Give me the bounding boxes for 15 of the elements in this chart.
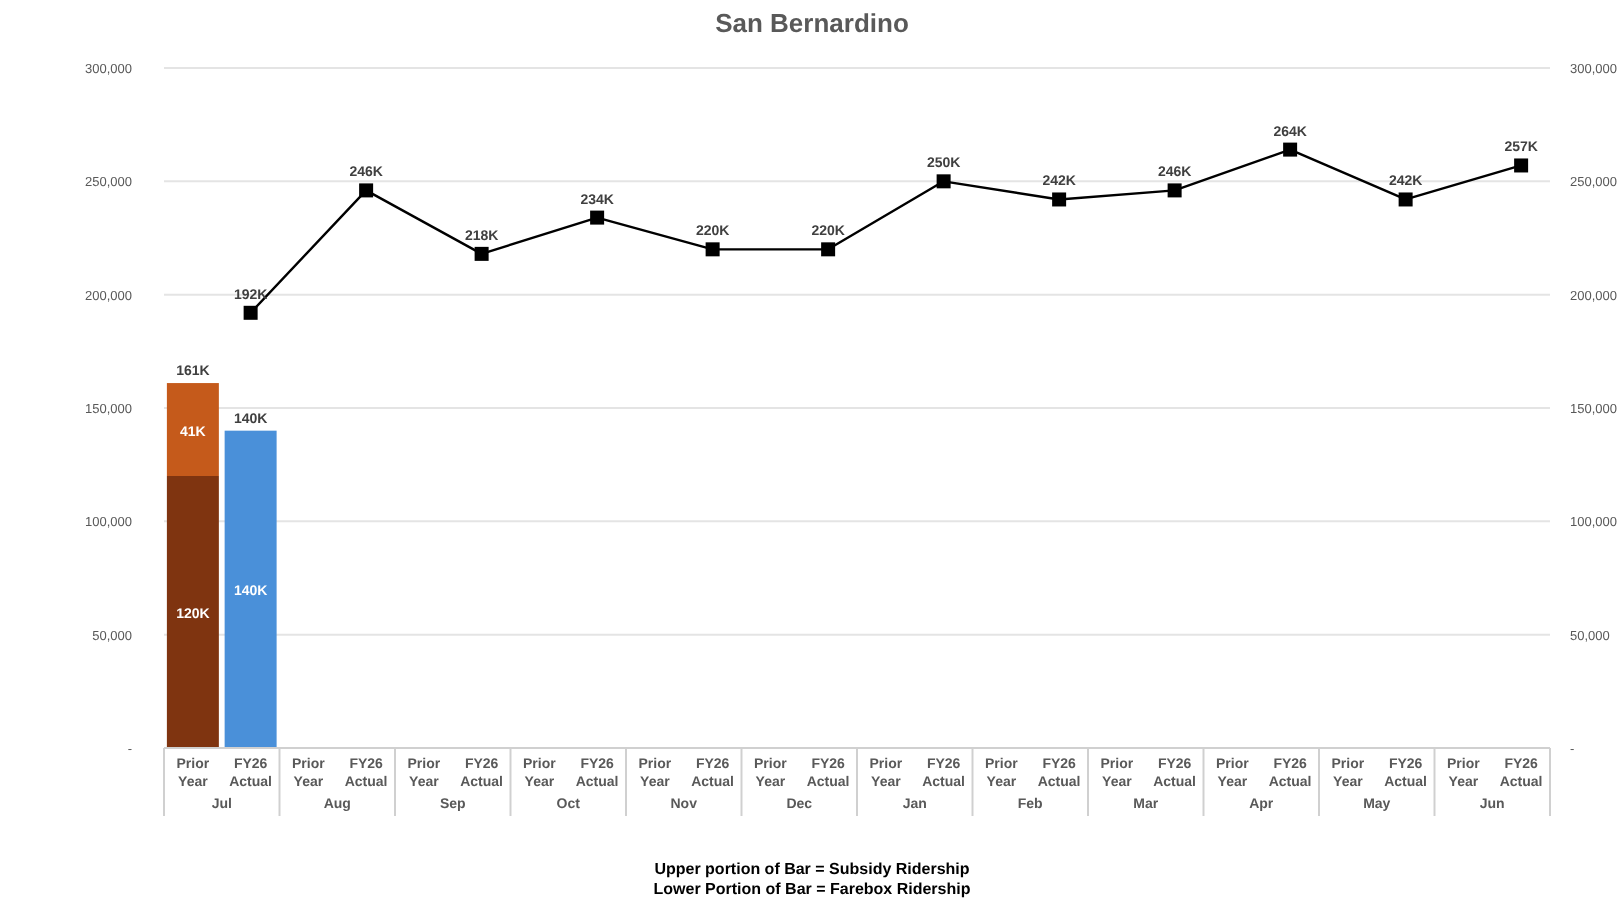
- point: [821, 242, 836, 257]
- point: [936, 174, 951, 189]
- point: [1052, 192, 1067, 207]
- point: [359, 183, 374, 198]
- point: [1398, 192, 1413, 207]
- chart-title: San Bernardino: [715, 8, 909, 38]
- point: [1167, 183, 1182, 198]
- point: [1283, 142, 1298, 157]
- point: [243, 305, 258, 320]
- point: [590, 210, 605, 225]
- text: Upper portion of Bar = Subsidy Ridership: [654, 860, 970, 878]
- point: [474, 246, 489, 261]
- point: [1514, 158, 1529, 173]
- point: [705, 242, 720, 257]
- text: Lower Portion of Bar = Farebox Ridership: [653, 880, 971, 898]
